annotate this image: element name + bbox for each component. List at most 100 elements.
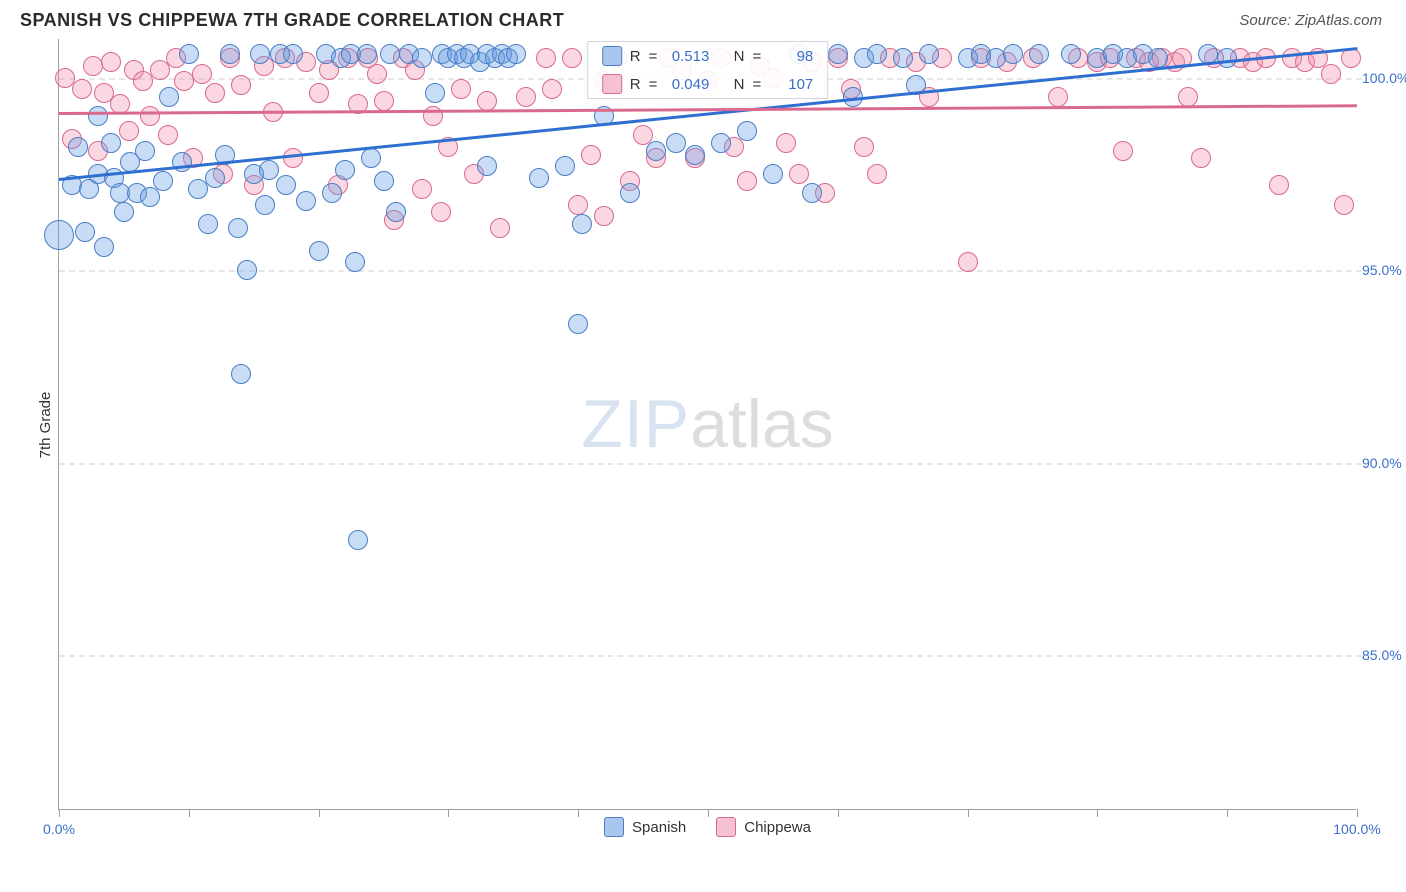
scatter-point-chippewa <box>451 79 471 99</box>
scatter-point-chippewa <box>1321 64 1341 84</box>
correlation-legend-row-chippewa: R = 0.049 N = 107 <box>588 70 828 98</box>
scatter-point-spanish <box>555 156 575 176</box>
scatter-point-spanish <box>386 202 406 222</box>
scatter-point-chippewa <box>309 83 329 103</box>
scatter-point-spanish <box>348 530 368 550</box>
scatter-point-spanish <box>620 183 640 203</box>
y-tick-label: 100.0% <box>1362 70 1406 86</box>
scatter-point-spanish <box>529 168 549 188</box>
scatter-point-spanish <box>506 44 526 64</box>
scatter-point-spanish <box>345 252 365 272</box>
scatter-point-chippewa <box>867 164 887 184</box>
scatter-point-spanish <box>228 218 248 238</box>
eq-sign: = <box>753 76 762 93</box>
scatter-point-spanish <box>75 222 95 242</box>
scatter-point-chippewa <box>490 218 510 238</box>
scatter-point-chippewa <box>283 148 303 168</box>
source-attribution: Source: ZipAtlas.com <box>1239 12 1382 29</box>
x-tick <box>1227 809 1228 817</box>
scatter-point-chippewa <box>516 87 536 107</box>
eq-sign: = <box>649 48 658 65</box>
x-tick <box>189 809 190 817</box>
r-label: R <box>630 76 641 93</box>
eq-sign: = <box>753 48 762 65</box>
scatter-point-chippewa <box>119 121 139 141</box>
scatter-point-spanish <box>114 202 134 222</box>
scatter-point-chippewa <box>1113 141 1133 161</box>
scatter-point-chippewa <box>1178 87 1198 107</box>
scatter-point-spanish <box>374 171 394 191</box>
x-tick <box>968 809 969 817</box>
scatter-point-spanish <box>159 87 179 107</box>
scatter-point-spanish <box>919 44 939 64</box>
x-tick <box>1357 809 1358 817</box>
y-axis-title: 7th Grade <box>37 391 54 458</box>
scatter-point-spanish <box>568 314 588 334</box>
scatter-point-spanish <box>737 121 757 141</box>
scatter-point-spanish <box>1217 48 1237 68</box>
y-tick-label: 95.0% <box>1362 262 1406 278</box>
n-value-chippewa: 107 <box>769 76 813 93</box>
scatter-point-spanish <box>231 364 251 384</box>
gridline <box>59 655 1362 657</box>
scatter-point-spanish <box>250 44 270 64</box>
scatter-point-chippewa <box>367 64 387 84</box>
scatter-point-chippewa <box>374 91 394 111</box>
scatter-point-spanish <box>101 133 121 153</box>
scatter-point-spanish <box>220 44 240 64</box>
scatter-point-spanish <box>153 171 173 191</box>
scatter-point-chippewa <box>581 145 601 165</box>
gridline <box>59 463 1362 465</box>
r-value-spanish: 0.513 <box>665 48 709 65</box>
scatter-point-spanish <box>205 168 225 188</box>
scatter-point-chippewa <box>158 125 178 145</box>
swatch-spanish <box>602 46 622 66</box>
scatter-point-chippewa <box>1269 175 1289 195</box>
scatter-point-spanish <box>666 133 686 153</box>
scatter-point-spanish <box>198 214 218 234</box>
scatter-point-spanish <box>646 141 666 161</box>
n-label: N <box>734 48 745 65</box>
scatter-point-spanish <box>309 241 329 261</box>
scatter-point-chippewa <box>594 206 614 226</box>
scatter-point-chippewa <box>205 83 225 103</box>
scatter-point-chippewa <box>231 75 251 95</box>
scatter-point-spanish <box>572 214 592 234</box>
scatter-point-chippewa <box>536 48 556 68</box>
scatter-point-spanish <box>237 260 257 280</box>
scatter-point-chippewa <box>562 48 582 68</box>
scatter-point-chippewa <box>174 71 194 91</box>
scatter-point-chippewa <box>431 202 451 222</box>
scatter-point-spanish <box>1029 44 1049 64</box>
swatch-chippewa <box>602 74 622 94</box>
eq-sign: = <box>649 76 658 93</box>
scatter-point-chippewa <box>83 56 103 76</box>
x-tick <box>838 809 839 817</box>
source-prefix: Source: <box>1239 12 1295 29</box>
scatter-point-spanish <box>179 44 199 64</box>
scatter-point-spanish <box>255 195 275 215</box>
scatter-point-chippewa <box>958 252 978 272</box>
chart-title: SPANISH VS CHIPPEWA 7TH GRADE CORRELATIO… <box>20 10 564 31</box>
scatter-point-spanish <box>88 106 108 126</box>
scatter-point-spanish <box>44 220 74 250</box>
scatter-point-chippewa <box>1334 195 1354 215</box>
scatter-point-spanish <box>477 156 497 176</box>
scatter-point-chippewa <box>737 171 757 191</box>
scatter-point-spanish <box>711 133 731 153</box>
scatter-point-spanish <box>380 44 400 64</box>
swatch-chippewa <box>716 817 736 837</box>
scatter-point-chippewa <box>101 52 121 72</box>
y-tick-label: 90.0% <box>1362 455 1406 471</box>
scatter-point-spanish <box>68 137 88 157</box>
correlation-legend: R = 0.513 N = 98 R = 0.049 N = 107 <box>587 41 829 99</box>
scatter-point-chippewa <box>477 91 497 111</box>
scatter-point-spanish <box>361 148 381 168</box>
x-tick <box>578 809 579 817</box>
scatter-point-spanish <box>283 44 303 64</box>
scatter-point-spanish <box>867 44 887 64</box>
scatter-point-spanish <box>335 160 355 180</box>
scatter-point-spanish <box>94 237 114 257</box>
scatter-point-spanish <box>259 160 279 180</box>
scatter-point-chippewa <box>72 79 92 99</box>
